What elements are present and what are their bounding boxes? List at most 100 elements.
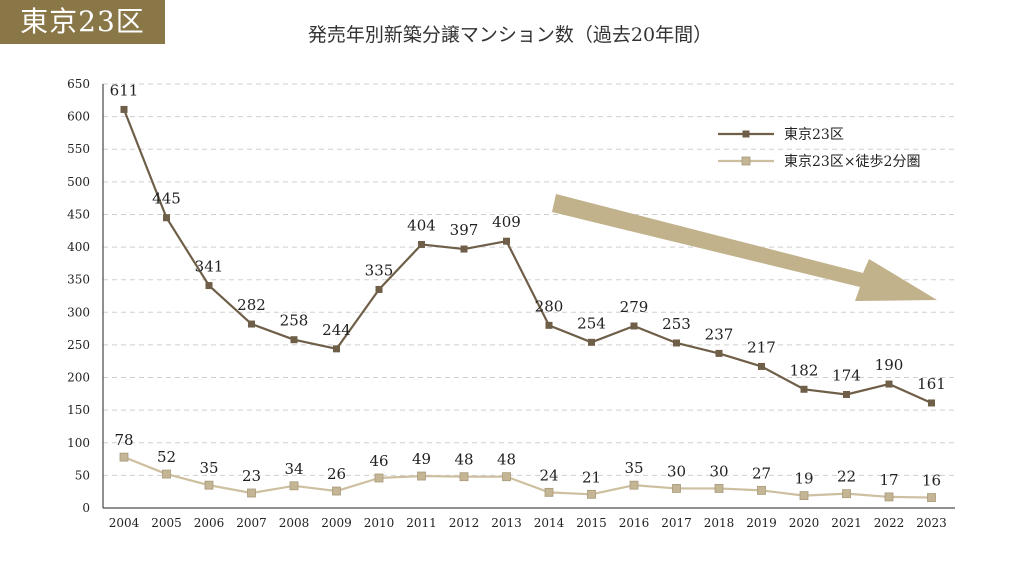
- data-point: [885, 380, 893, 388]
- data-label: 24: [539, 466, 558, 484]
- x-tick-label: 2020: [789, 516, 820, 530]
- data-point: [374, 473, 384, 483]
- data-point: [417, 471, 426, 481]
- y-tick-label: 150: [67, 403, 90, 417]
- data-label: 26: [327, 465, 346, 483]
- x-tick-label: 2017: [661, 516, 692, 530]
- data-label: 190: [875, 356, 904, 374]
- data-point: [460, 245, 468, 253]
- data-label: 445: [152, 190, 181, 208]
- x-tick-label: 2013: [491, 516, 522, 530]
- data-point: [843, 390, 850, 398]
- y-tick-label: 500: [67, 175, 90, 189]
- data-point: [715, 349, 723, 357]
- trend-arrow: [552, 194, 937, 301]
- y-tick-label: 550: [67, 142, 90, 156]
- data-point: [544, 487, 554, 497]
- trend-arrow-group: [552, 194, 937, 301]
- data-point: [247, 488, 256, 498]
- data-label: 22: [837, 468, 856, 486]
- data-point: [884, 492, 894, 502]
- data-label: 258: [280, 312, 309, 330]
- legend-entry: 東京23区×徒歩2分圏: [784, 154, 920, 170]
- data-point: [588, 338, 595, 346]
- data-label: 282: [237, 296, 266, 314]
- data-point: [545, 321, 553, 329]
- x-tick-labels: 2004 2005 2006 2007 2008 2009 2010 2011 2012 2013…: [109, 516, 947, 530]
- grid-lines: [103, 83, 955, 476]
- data-label: 182: [790, 361, 819, 379]
- region-badge: 東京23区: [0, 0, 165, 44]
- x-tick-label: 2007: [236, 516, 267, 530]
- legend-marker: [742, 130, 750, 138]
- data-point: [503, 237, 510, 245]
- data-point: [248, 320, 255, 328]
- x-tick-label: 2015: [576, 516, 607, 530]
- y-tick-label: 50: [75, 468, 90, 482]
- data-label: 404: [407, 216, 436, 234]
- data-point: [672, 484, 681, 493]
- x-tick-label: 2014: [534, 516, 565, 530]
- data-label: 237: [705, 325, 734, 343]
- data-labels: 611 445 341 282 258 244 335 404 397 409 280 254 279 2…: [110, 81, 946, 489]
- data-point: [758, 362, 765, 370]
- data-point: [418, 240, 425, 248]
- y-tick-label: 100: [67, 436, 90, 450]
- x-tick-label: 2005: [151, 516, 182, 530]
- data-label: 49: [412, 450, 431, 468]
- data-label: 46: [369, 452, 388, 470]
- data-point: [629, 480, 639, 490]
- x-tick-label: 2019: [746, 516, 777, 530]
- x-tick-label: 2022: [874, 516, 905, 530]
- data-label: 335: [365, 261, 394, 279]
- data-label: 280: [535, 297, 564, 315]
- data-point: [162, 469, 171, 479]
- data-label: 23: [242, 467, 261, 485]
- data-label: 253: [662, 315, 691, 333]
- data-point: [163, 214, 170, 222]
- series-line-1: [123, 456, 932, 499]
- y-tick-label: 450: [67, 207, 90, 221]
- data-point: [375, 285, 383, 293]
- data-label: 397: [450, 221, 479, 239]
- data-label: 341: [195, 258, 224, 276]
- data-point: [630, 322, 638, 330]
- data-point: [927, 493, 936, 502]
- data-label: 174: [832, 366, 861, 384]
- chart-title: 発売年別新築分譲マンション数（過去20年間）: [307, 24, 713, 46]
- data-label: 30: [709, 462, 728, 480]
- x-tick-label: 2012: [449, 516, 480, 530]
- data-point: [459, 472, 469, 482]
- data-label: 34: [284, 460, 303, 478]
- data-point: [119, 452, 129, 462]
- data-point: [204, 480, 214, 490]
- x-tick-label: 2008: [279, 516, 310, 530]
- data-label: 254: [577, 314, 606, 332]
- x-tick-label: 2011: [406, 516, 437, 530]
- data-label: 27: [752, 464, 771, 482]
- data-label: 611: [110, 81, 139, 99]
- y-tick-label: 350: [67, 273, 90, 287]
- y-tick-label: 200: [67, 371, 90, 385]
- data-markers: [119, 105, 936, 502]
- data-point: [673, 339, 680, 347]
- data-label: 78: [114, 431, 133, 449]
- data-point: [842, 489, 851, 499]
- data-point: [928, 399, 935, 407]
- data-label: 244: [322, 321, 351, 339]
- data-point: [205, 282, 213, 290]
- x-tick-label: 2016: [619, 516, 650, 530]
- data-point: [332, 486, 341, 496]
- legend-entry: 東京23区: [784, 127, 844, 143]
- data-label: 35: [199, 459, 218, 477]
- data-label: 35: [624, 459, 643, 477]
- data-label: 16: [922, 472, 941, 490]
- data-point: [587, 489, 596, 499]
- y-tick-label: 650: [67, 77, 90, 91]
- data-label: 161: [917, 375, 946, 393]
- data-point: [800, 385, 808, 393]
- y-tick-labels: 0 50 100 150 200 250 300 350 400 450 500 550 600 650: [67, 77, 90, 515]
